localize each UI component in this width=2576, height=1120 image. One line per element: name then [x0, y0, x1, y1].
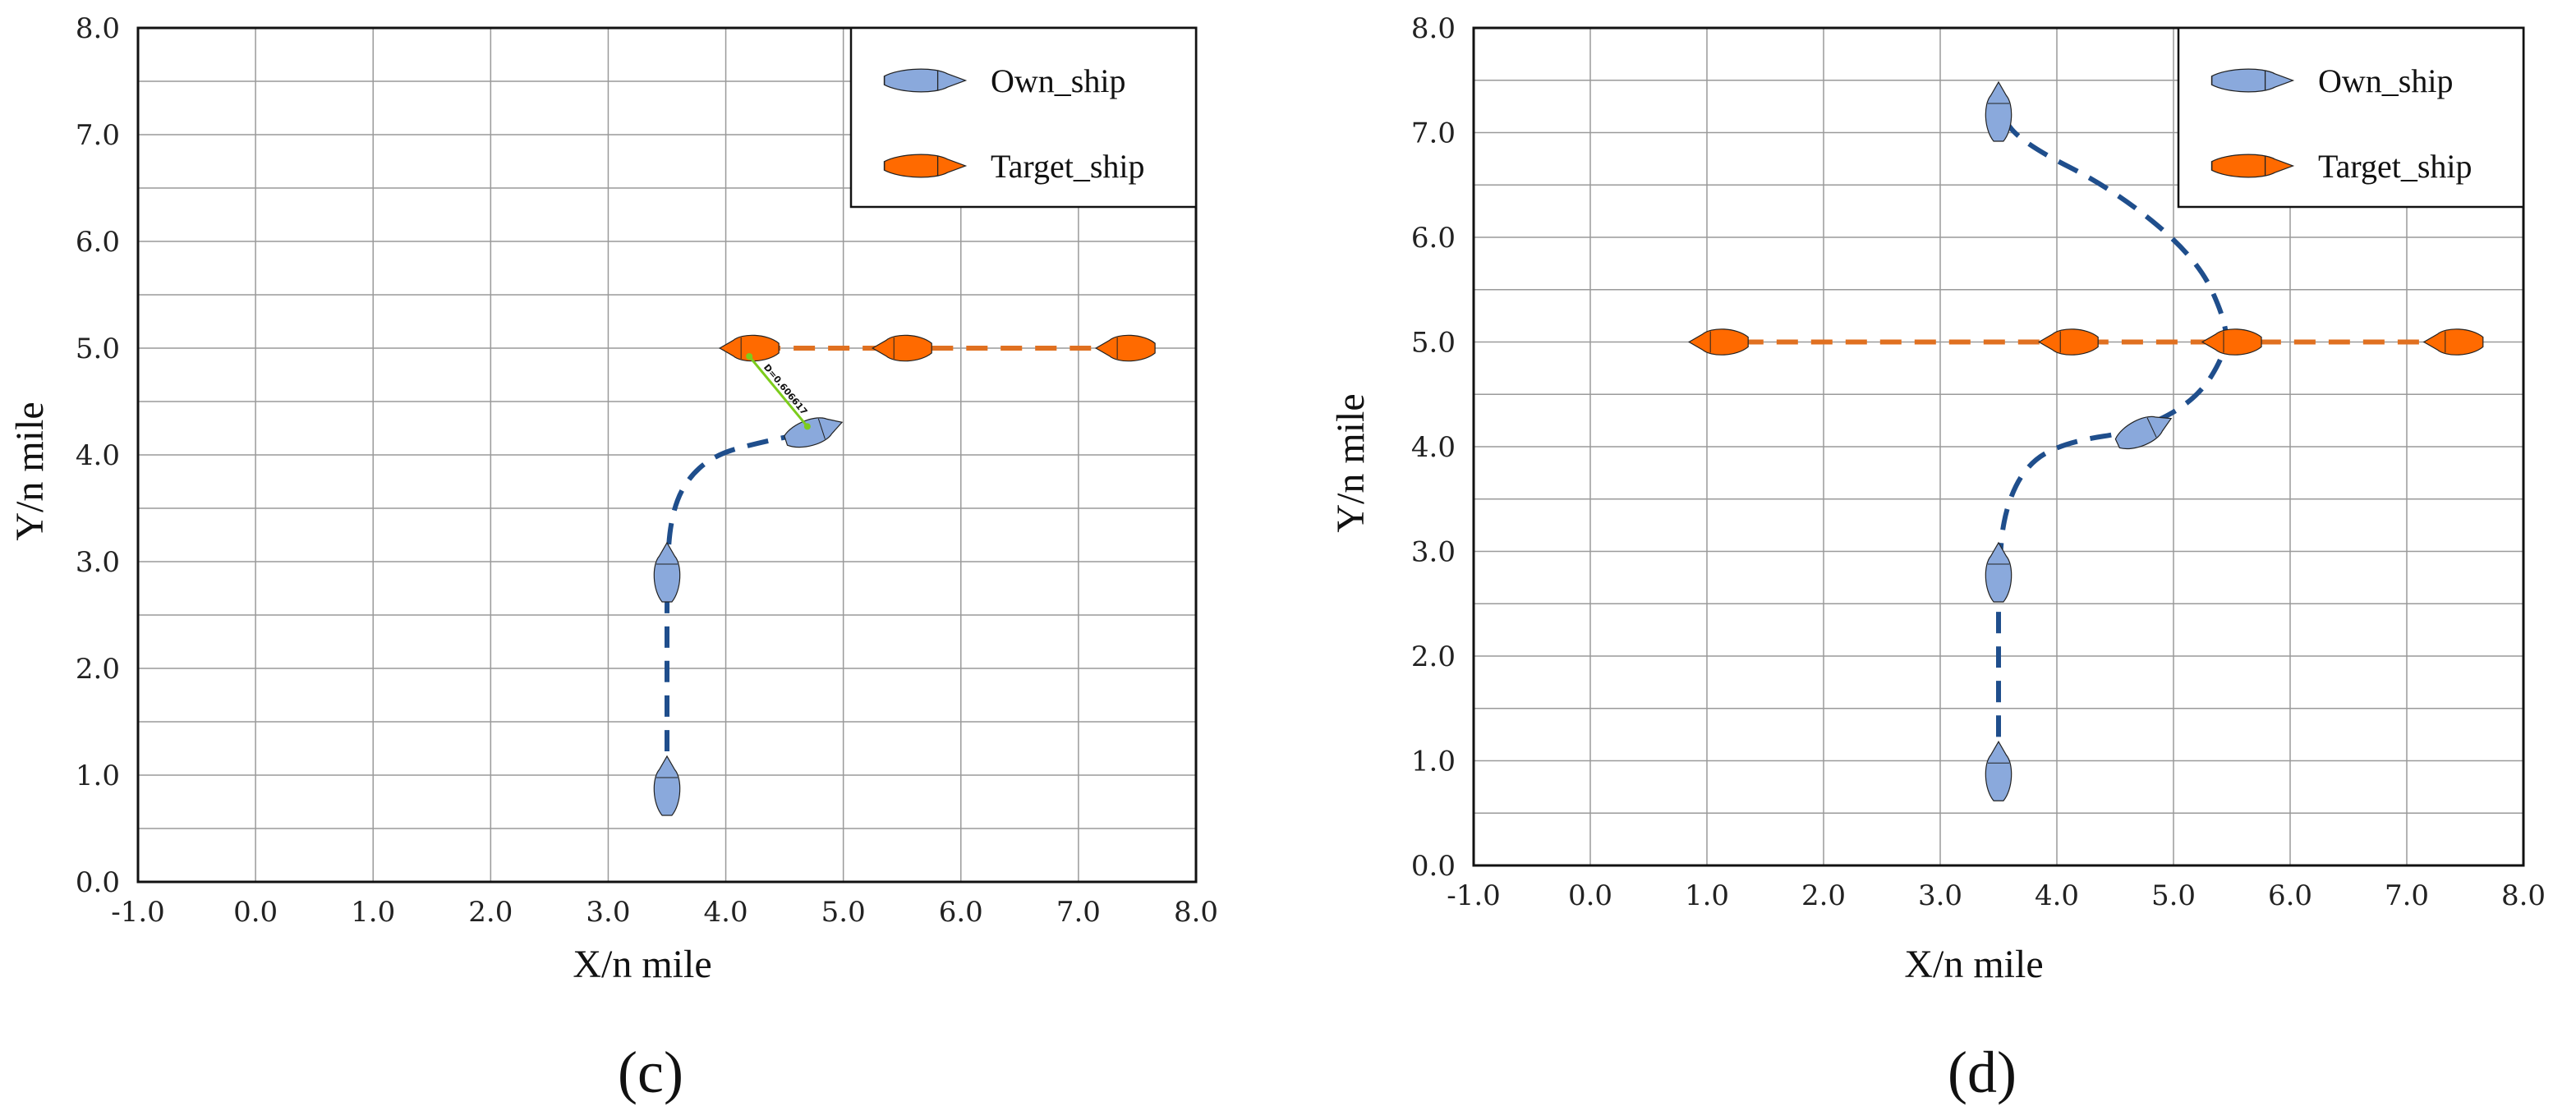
y-axis-title: Y/n mile [1329, 393, 1373, 532]
x-axis-title: X/n mile [1904, 943, 2043, 986]
legend-ship-hull [2210, 68, 2295, 93]
y-tick-label: 2.0 [1411, 640, 1456, 673]
plot-frame [136, 26, 1198, 884]
legend-own-ship-swatch [883, 68, 968, 93]
legend-label: Target_ship [991, 148, 1145, 185]
target-ship-marker-hull [1687, 328, 1749, 356]
y-tick-label: 2.0 [76, 653, 120, 686]
legend-ship-hull [883, 154, 968, 178]
x-tick-label: 6.0 [939, 896, 983, 929]
target-ship-marker [1687, 328, 1749, 356]
own-ship-marker-hull [784, 417, 844, 448]
legend: Own_ship Target_ship [849, 26, 1198, 209]
x-tick-label: 7.0 [2385, 879, 2429, 912]
x-tick-label: 1.0 [351, 896, 395, 929]
own-ship-marker [1985, 541, 2012, 603]
x-tick-label: 7.0 [1056, 896, 1101, 929]
x-tick-label: 8.0 [2501, 879, 2546, 912]
own-ship-trajectory [664, 429, 815, 786]
legend: Own_ship Target_ship [2177, 26, 2525, 209]
panel-label: (d) [1948, 1040, 2017, 1105]
x-tick-label: 4.0 [2035, 879, 2079, 912]
legend-own-ship-swatch [2210, 68, 2295, 93]
min-distance-line [748, 356, 809, 428]
y-tick-label: 0.0 [1411, 850, 1456, 883]
y-tick-label: 6.0 [76, 226, 120, 259]
legend-label: Own_ship [2318, 62, 2453, 99]
x-tick-label: 1.0 [1685, 879, 1729, 912]
y-tick-label: 5.0 [1411, 327, 1456, 360]
y-tick-label: 3.0 [1411, 536, 1456, 569]
panel-label: (c) [618, 1040, 683, 1105]
x-tick-label: 6.0 [2268, 879, 2312, 912]
own-ship-trajectory [1995, 110, 2229, 772]
legend-target-ship-swatch [2210, 154, 2295, 178]
y-tick-label: 0.0 [76, 866, 120, 899]
own-ship-marker-hull [1985, 541, 2012, 603]
y-tick-label: 7.0 [1411, 117, 1456, 150]
min-distance-endpoint [746, 353, 753, 360]
y-tick-label: 1.0 [1411, 746, 1456, 778]
x-tick-label: -1.0 [111, 896, 165, 929]
x-tick-label: 3.0 [1918, 879, 1962, 912]
legend-ship-hull [883, 68, 968, 93]
target-ship-marker-hull [872, 334, 932, 362]
own-ship-marker [2114, 415, 2173, 450]
y-tick-label: 3.0 [76, 546, 120, 579]
own-ship-marker-hull [1985, 741, 2012, 801]
target-ship-marker [718, 334, 780, 362]
target-ship-marker [1094, 334, 1156, 362]
legend-target-ship-swatch [883, 154, 968, 178]
x-tick-label: 8.0 [1174, 896, 1218, 929]
x-tick-label: 0.0 [1568, 879, 1612, 912]
own-ship-marker [653, 755, 681, 816]
target-ship-marker-hull [2422, 328, 2484, 356]
x-tick-label: 3.0 [586, 896, 630, 929]
min-distance-label: D=0.606617 [761, 362, 810, 417]
target-ship-marker-hull [1094, 334, 1156, 362]
own-ship-marker [1985, 80, 2012, 142]
y-tick-label: 6.0 [1411, 222, 1456, 255]
own-ship-marker [1985, 741, 2012, 801]
target-ship-marker [872, 334, 932, 362]
target-ship-marker [2422, 328, 2484, 356]
target-ship-marker [2201, 328, 2262, 356]
own-ship-marker-hull [653, 755, 681, 816]
x-tick-label: 5.0 [821, 896, 866, 929]
own-ship-marker-hull [2114, 415, 2173, 450]
own-ship-marker-hull [1985, 80, 2012, 142]
target-ship-marker-hull [718, 334, 780, 362]
target-ship-marker-hull [2201, 328, 2262, 356]
y-tick-label: 8.0 [76, 12, 120, 45]
y-tick-label: 4.0 [1411, 431, 1456, 464]
x-tick-label: 2.0 [468, 896, 513, 929]
y-tick-label: 7.0 [76, 119, 120, 152]
x-tick-label: 4.0 [704, 896, 748, 929]
plot-frame [1472, 26, 2525, 867]
y-tick-label: 1.0 [76, 760, 120, 792]
y-tick-label: 8.0 [1411, 12, 1456, 45]
x-tick-label: 0.0 [233, 896, 278, 929]
min-distance-endpoint [803, 423, 811, 430]
x-tick-label: 2.0 [1801, 879, 1846, 912]
own-ship-marker [653, 541, 681, 603]
x-axis-title: X/n mile [573, 943, 711, 986]
x-tick-label: -1.0 [1447, 879, 1501, 912]
own-ship-marker [784, 417, 844, 448]
legend-label: Target_ship [2318, 148, 2472, 185]
legend-ship-hull [2210, 154, 2295, 178]
panel-c: -1.0 0.0 1.0 2.0 3.0 4.0 5.0 6.0 7.0 8.00.01.02.0… [8, 12, 1218, 1105]
target-ship-marker-hull [2037, 328, 2099, 356]
y-axis-title: Y/n mile [8, 402, 52, 540]
y-tick-label: 4.0 [76, 439, 120, 472]
x-tick-label: 5.0 [2151, 879, 2196, 912]
y-tick-label: 5.0 [76, 333, 120, 365]
legend-label: Own_ship [991, 62, 1125, 99]
panel-d: -1.0 0.0 1.0 2.0 3.0 4.0 5.0 6.0 7.0 8.00.01.02.0… [1329, 12, 2546, 1105]
own-ship-marker-bow-line [817, 418, 826, 439]
own-ship-marker-hull [653, 541, 681, 603]
target-ship-marker [2037, 328, 2099, 356]
own-ship-marker-bow-line [2146, 417, 2157, 438]
